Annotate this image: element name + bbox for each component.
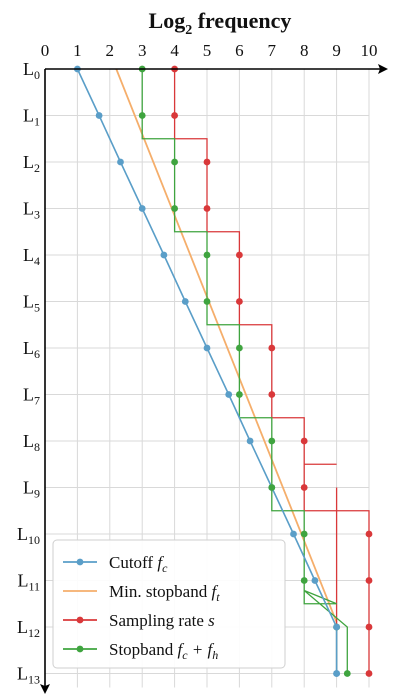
x-tick-label: 2 [106, 41, 115, 60]
point-cutoff [225, 391, 233, 398]
legend-marker [76, 616, 84, 624]
legend-label: Sampling rate s [109, 611, 215, 630]
x-tick-label: 1 [73, 41, 82, 60]
tick-labels: 0 1 2 3 4 5 6 7 8 9 10 L0 L1 L2 L3 L4 L5 L6 L7 L8 L9 L10 L11 L1… [17, 41, 378, 687]
point-stopband [203, 251, 211, 259]
x-tick-label: 6 [235, 41, 244, 60]
y-tick-label: L5 [23, 292, 40, 315]
legend-label: Stopband fc + fh [109, 640, 218, 662]
point-sampling-rate [365, 530, 373, 538]
point-stopband [138, 112, 146, 119]
point-cutoff-extra [333, 623, 340, 631]
point-sampling-rate [203, 158, 211, 166]
legend-label: Min. stopband ft [109, 582, 220, 604]
point-stopband [171, 158, 179, 166]
point-cutoff [246, 437, 254, 445]
y-tick-label: L1 [23, 106, 40, 129]
point-cutoff [160, 251, 168, 259]
point-sampling-rate [171, 112, 179, 119]
x-tick-label: 0 [41, 41, 50, 60]
point-cutoff [95, 112, 103, 119]
y-tick-label: L7 [23, 385, 40, 408]
x-tick-label: 5 [203, 41, 212, 60]
point-stopband [300, 530, 308, 538]
point-sampling-rate [203, 205, 211, 212]
point-cutoff [117, 158, 124, 166]
y-tick-label: L12 [17, 617, 40, 640]
point-sampling-rate [365, 577, 373, 584]
legend: Cutoff fc Min. stopband ft Sampling rate s… [52, 539, 286, 669]
y-tick-label: L6 [23, 338, 40, 361]
point-stopband [268, 437, 276, 445]
point-sampling-rate [300, 437, 308, 445]
point-cutoff [290, 530, 297, 538]
x-tick-label: 9 [332, 41, 341, 60]
legend-box [52, 539, 286, 669]
y-tick-label: L10 [17, 524, 40, 547]
point-sampling-rate [236, 251, 243, 259]
series-line-min-stopband [115, 68, 338, 623]
y-tick-label: L9 [23, 478, 40, 501]
y-axis-arrow [40, 684, 50, 694]
legend-label: Cutoff fc [109, 553, 168, 575]
y-tick-label: L13 [17, 664, 40, 687]
point-stopband [236, 344, 243, 352]
x-tick-label: 10 [361, 41, 378, 60]
y-tick-label: L11 [17, 571, 40, 594]
point-stopband [171, 205, 179, 212]
point-cutoff [181, 298, 189, 305]
series-line-sampling-rate [173, 69, 370, 674]
y-tick-label: L0 [23, 59, 40, 82]
point-stopband [343, 670, 351, 677]
x-tick-label: 3 [138, 41, 147, 60]
point-stopband [300, 577, 308, 584]
point-sampling-rate [300, 484, 308, 491]
point-stopband [268, 484, 276, 491]
series-group [74, 65, 373, 677]
point-sampling-rate [365, 670, 373, 677]
y-tick-label: L2 [23, 152, 40, 175]
y-tick-label: L4 [23, 245, 40, 268]
y-tick-label: L3 [23, 199, 40, 222]
legend-marker [76, 558, 84, 566]
point-stopband [203, 298, 211, 305]
x-tick-label: 4 [170, 41, 179, 60]
point-stopband [236, 391, 243, 398]
point-cutoff [311, 577, 319, 584]
point-sampling-rate [236, 298, 243, 305]
point-cutoff [203, 344, 211, 352]
point-cutoff [138, 205, 146, 212]
point-sampling-rate [365, 623, 373, 631]
axes [40, 64, 388, 694]
x-tick-label: 7 [268, 41, 277, 60]
legend-marker [76, 645, 84, 653]
series-line-stopband [141, 69, 348, 674]
y-tick-label: L8 [23, 431, 40, 454]
series-line-cutoff [76, 68, 338, 674]
x-axis-arrow [378, 64, 388, 74]
chart-title: Log2 frequency [149, 8, 292, 38]
x-tick-label: 8 [300, 41, 309, 60]
point-sampling-rate [268, 344, 276, 352]
point-sampling-rate [268, 391, 276, 398]
point-cutoff-extra [333, 670, 340, 677]
